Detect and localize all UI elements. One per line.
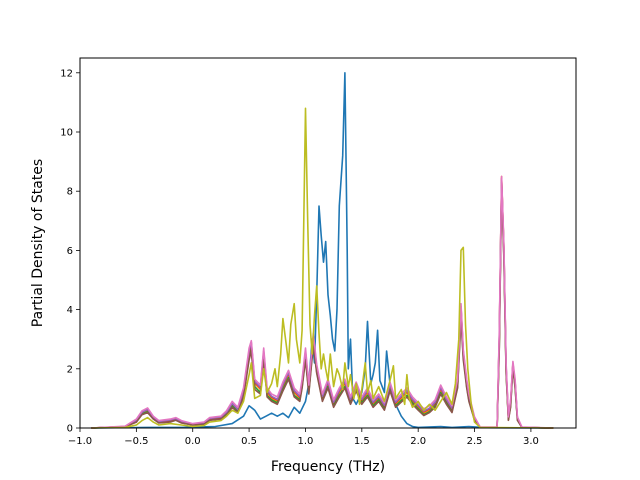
x-tick-label: 1.0 [298,436,314,447]
y-tick-label: 10 [60,128,73,139]
plot-area [79,57,577,429]
axes-frame [79,57,577,429]
series-line-7 [91,175,554,429]
x-tick-label: 2.5 [467,436,483,447]
x-tick-label: 3.0 [523,436,539,447]
x-tick-label: 2.0 [410,436,426,447]
y-tick-label: 12 [60,68,73,79]
series-layer [91,72,554,429]
y-axis-ticks: 0 2 4 6 8 10 12 [60,68,80,435]
y-tick-label: 4 [67,305,73,316]
x-tick-label: −1.0 [68,436,92,447]
y-tick-label: 8 [67,187,73,198]
x-tick-label: 1.5 [354,436,370,447]
x-tick-label: −0.5 [124,436,148,447]
x-axis-ticks: −1.0 −0.5 0.0 0.5 1.0 1.5 2.0 2.5 3.0 [68,428,539,447]
series-line-8 [91,107,554,429]
axes-background [80,58,576,428]
y-tick-label: 2 [67,364,73,375]
y-tick-label: 0 [67,424,73,435]
series-line-6 [91,184,554,429]
x-tick-label: 0.5 [241,436,257,447]
y-axis-label: Partial Density of States [30,159,46,327]
x-tick-label: 0.0 [185,436,201,447]
x-axis-label: Frequency (THz) [271,459,385,475]
y-tick-label: 6 [67,246,73,257]
